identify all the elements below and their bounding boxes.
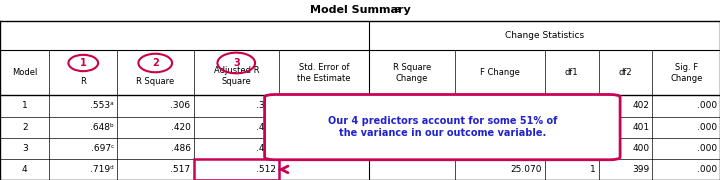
Text: Std. Error of
the Estimate: Std. Error of the Estimate <box>297 63 351 83</box>
Text: 4: 4 <box>22 165 27 174</box>
Text: .512: .512 <box>256 165 276 174</box>
Ellipse shape <box>68 55 98 71</box>
Text: 1: 1 <box>80 58 86 68</box>
Text: .697ᶜ: .697ᶜ <box>91 144 114 153</box>
Text: .719ᵈ: .719ᵈ <box>91 165 114 174</box>
Text: .417: .417 <box>256 123 276 132</box>
Text: 2: 2 <box>22 123 27 132</box>
Text: 25.070: 25.070 <box>510 165 541 174</box>
Text: Sig. F
Change: Sig. F Change <box>670 63 703 83</box>
Text: R Square
Change: R Square Change <box>392 63 431 83</box>
Text: 1: 1 <box>590 165 595 174</box>
Text: R Square: R Square <box>136 76 174 86</box>
Text: .000: .000 <box>697 165 717 174</box>
Text: 402: 402 <box>633 102 649 111</box>
Text: .306: .306 <box>171 102 191 111</box>
Ellipse shape <box>217 53 255 73</box>
FancyBboxPatch shape <box>265 94 620 160</box>
Text: df2: df2 <box>618 68 632 77</box>
Text: 399: 399 <box>632 165 649 174</box>
Text: Our 4 predictors account for some 51% of
the variance in our outcome variable.: Our 4 predictors account for some 51% of… <box>328 116 557 138</box>
Text: .553ᵃ: .553ᵃ <box>91 102 114 111</box>
Text: .486: .486 <box>171 144 191 153</box>
Text: .000: .000 <box>697 102 717 111</box>
Text: 1: 1 <box>22 102 27 111</box>
Text: .517: .517 <box>171 165 191 174</box>
Text: .304: .304 <box>256 102 276 111</box>
Text: Model: Model <box>12 68 37 77</box>
Text: F Change: F Change <box>480 68 519 77</box>
Text: .000: .000 <box>697 144 717 153</box>
Text: 3: 3 <box>22 144 27 153</box>
Text: e: e <box>395 4 400 14</box>
Text: 3: 3 <box>233 58 240 68</box>
Text: .648ᵇ: .648ᵇ <box>90 123 114 132</box>
Text: R: R <box>81 76 86 86</box>
Text: df1: df1 <box>564 68 578 77</box>
Text: .420: .420 <box>171 123 191 132</box>
Text: 2: 2 <box>152 58 158 68</box>
Bar <box>194 159 279 180</box>
Text: Model Summary: Model Summary <box>310 5 410 15</box>
Text: .482: .482 <box>256 144 276 153</box>
Text: 400: 400 <box>632 144 649 153</box>
Text: 401: 401 <box>632 123 649 132</box>
Ellipse shape <box>138 54 172 72</box>
Text: .000: .000 <box>697 123 717 132</box>
Text: Adjusted R
Square: Adjusted R Square <box>214 66 259 86</box>
Text: Change Statistics: Change Statistics <box>505 31 584 40</box>
